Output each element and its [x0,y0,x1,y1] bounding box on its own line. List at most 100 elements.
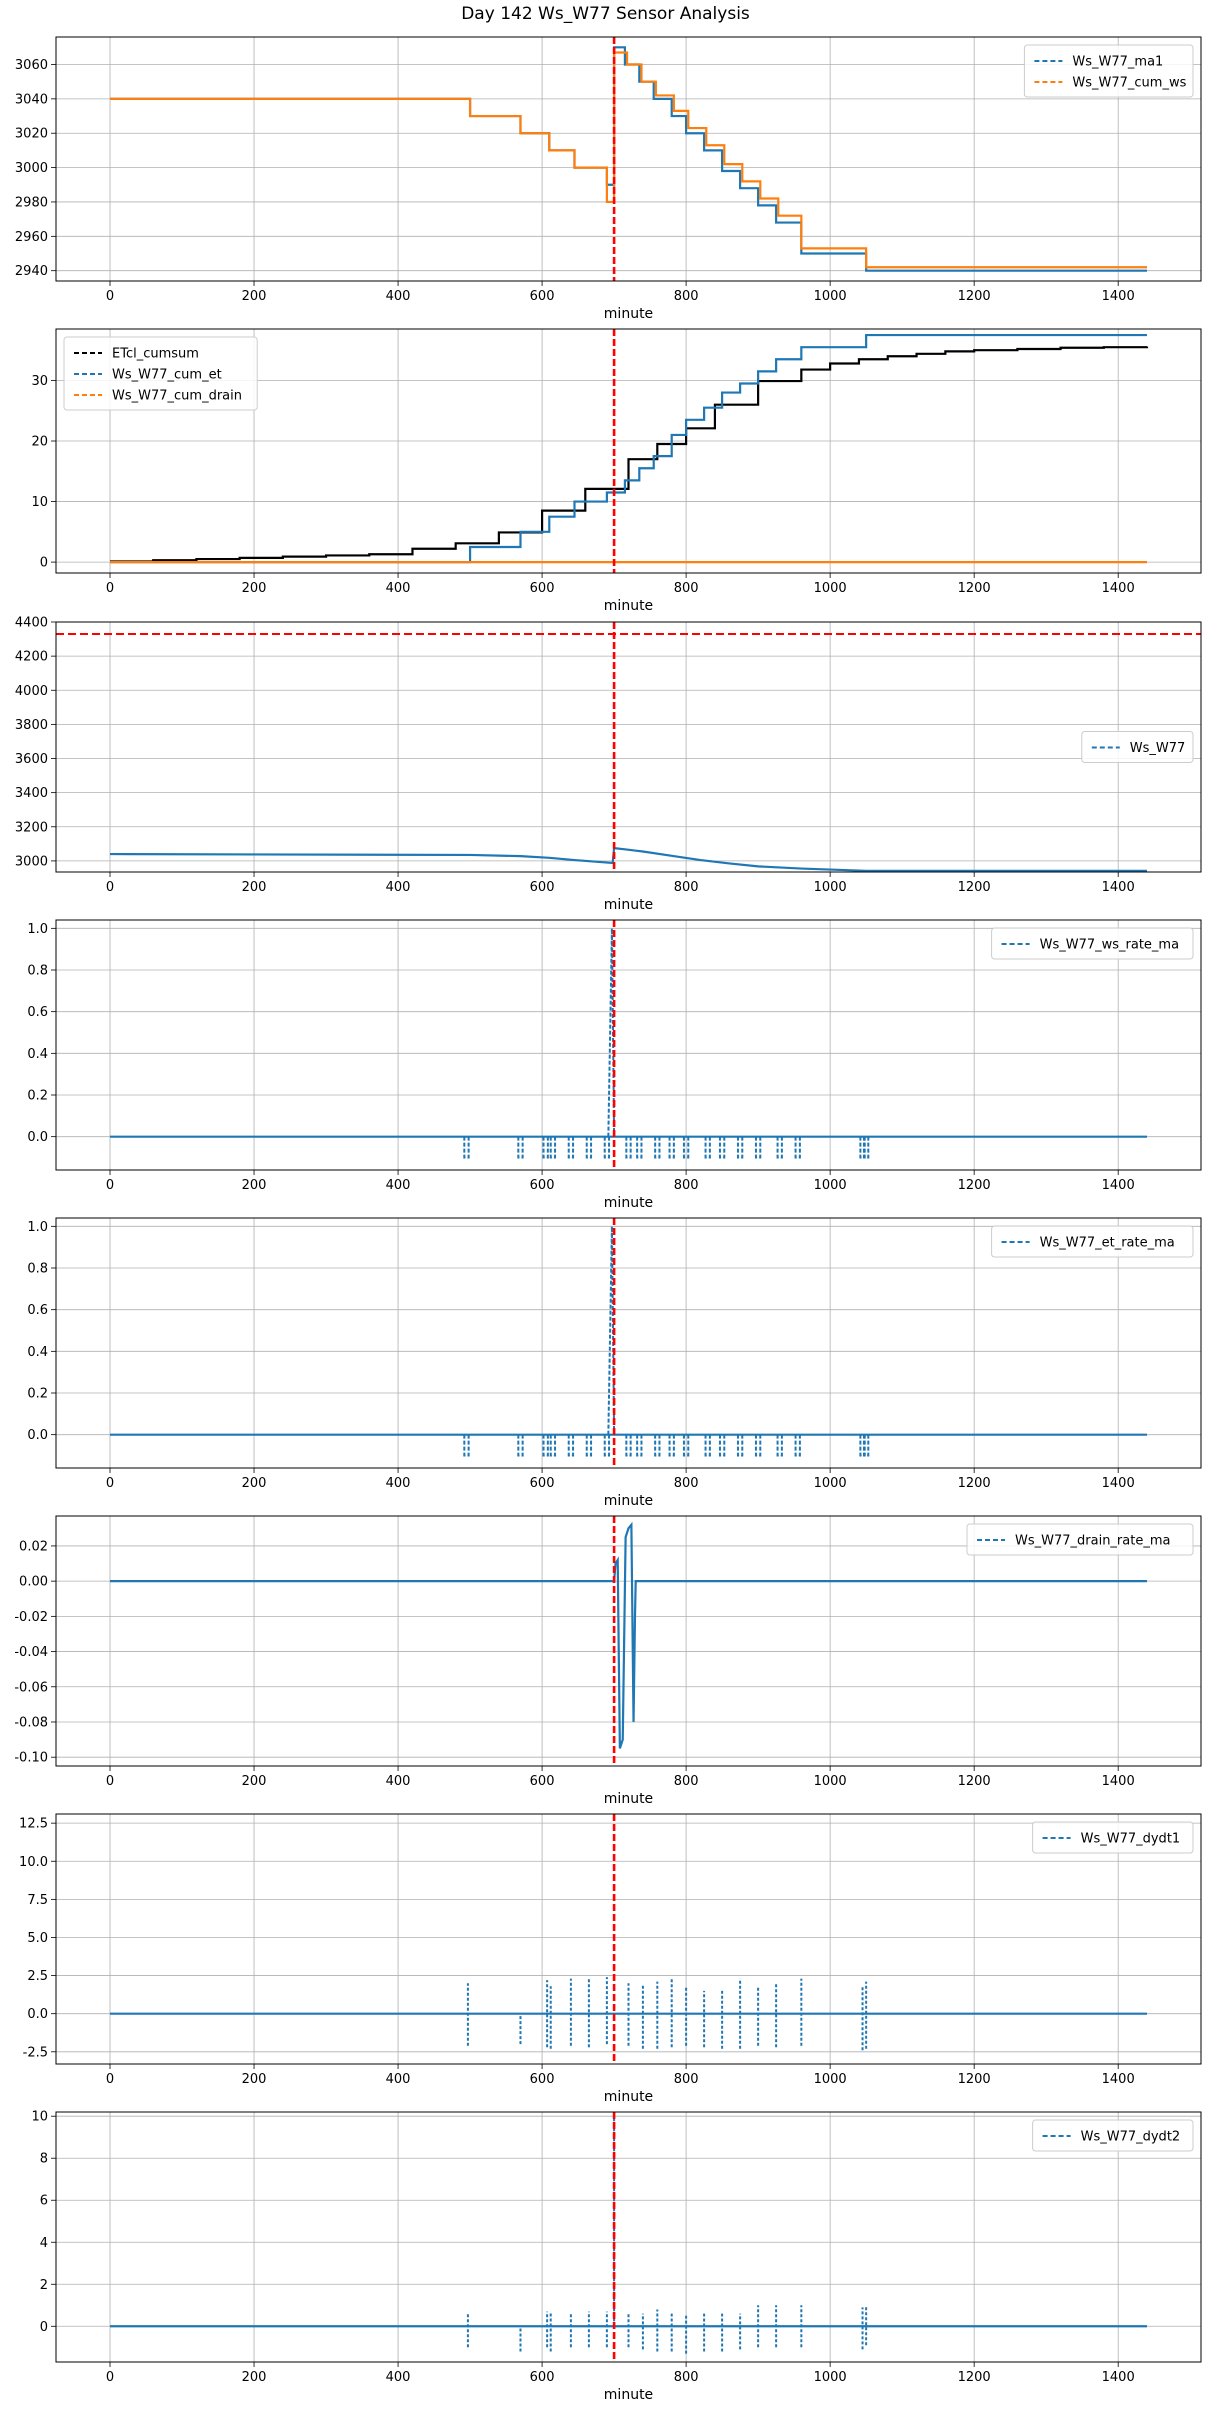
x-tick-label: 800 [674,2072,699,2087]
x-tick-label: 1000 [814,289,847,304]
axes-frame [55,328,1202,574]
panel-8: 0 200 400 600 800 1000 1200 1400 0 2 4 6 8 10 minute Ws… [31,2110,1202,2403]
y-tick-label: 0.02 [19,1539,48,1554]
axes-frame [55,919,1202,1171]
plot-area [56,622,1201,872]
y-tick-label: 3600 [15,752,48,767]
x-tick-label: 800 [674,2370,699,2385]
legend-label: Ws_W77_cum_ws [1072,76,1186,91]
x-tick-label: 200 [242,2072,267,2087]
x-tick-label: 800 [674,880,699,895]
x-tick-label: 1000 [814,1774,847,1789]
x-tick-label: 600 [530,289,555,304]
series-pulse [736,1434,744,1457]
series-line [110,333,1147,564]
y-tick-label: 10.0 [19,1855,48,1870]
x-tick-label: 200 [242,581,267,596]
y-tick-label: 2980 [15,195,48,210]
panel-2: 0 200 400 600 800 1000 1200 1400 0 10 20 30 minute ET… [31,328,1202,614]
y-tick-label: 0.8 [27,964,48,979]
y-tick-label: -0.06 [14,1680,48,1695]
series-pulse [585,1136,593,1159]
legend-box [1081,731,1194,763]
x-tick-label: 400 [386,1178,411,1193]
y-tick-label: 10 [31,2110,48,2125]
y-tick-label: 0.2 [27,1089,48,1104]
x-tick-label: 600 [530,1774,555,1789]
x-tick-label: 200 [242,1476,267,1491]
y-tick-label: 2.5 [27,1969,48,1984]
legend-label: Ws_W77_et_rate_ma [1040,1236,1175,1251]
x-tick-label: 1200 [958,2072,991,2087]
legend: Ws_W77_ma1 Ws_W77_cum_ws [1023,44,1194,98]
legend-label: Ws_W77_cum_et [112,368,222,383]
y-tick-label: -0.04 [14,1645,48,1660]
y-tick-label: 3060 [15,58,48,73]
legend-box [991,927,1194,960]
series-pulse [754,1434,762,1457]
y-tick-label: 0 [40,2320,48,2335]
legend-label: Ws_W77_ws_rate_ma [1040,938,1179,953]
y-tick-label: 4 [40,2236,48,2251]
series-line [110,346,1149,563]
x-tick-label: 600 [530,2072,555,2087]
series-pulse [668,1136,675,1159]
x-tick-label: 800 [674,1774,699,1789]
x-tick-label: 1400 [1102,2370,1135,2385]
x-tick-label: 0 [106,581,114,596]
x-axis-label: minute [604,2387,653,2403]
series-pulse [718,1434,726,1457]
legend-label: Ws_W77_dydt1 [1081,1832,1181,1847]
x-tick-label: 0 [106,289,114,304]
y-tick-label: 2940 [15,264,48,279]
x-axis-label: minute [604,306,653,322]
series-pulse [549,1136,557,1159]
series-pulse [463,1434,470,1457]
plot-area [110,2112,1147,2362]
y-tick-label: 5.0 [27,1931,48,1946]
series-pulse [654,1136,661,1159]
series-pulse [794,1434,801,1457]
panel-4: 0 200 400 600 800 1000 1200 1400 0.0 0.2 0.4 0.6 0.8… [27,919,1202,1211]
y-tick-label: 12.5 [19,1817,48,1832]
x-tick-label: 1400 [1102,581,1135,596]
y-tick-label: 20 [31,435,48,450]
plot-area [110,1218,1147,1468]
axes-frame [55,1813,1202,2065]
x-axis-label: minute [604,1791,653,1807]
y-tick-label: 6 [40,2194,48,2209]
plot-area [110,37,1147,281]
x-axis-label: minute [604,897,653,913]
x-tick-label: 400 [386,2370,411,2385]
y-tick-label: 0.2 [27,1387,48,1402]
y-tick-label: 8 [40,2152,48,2167]
x-tick-label: 200 [242,1178,267,1193]
x-tick-label: 800 [674,581,699,596]
y-tick-label: 2 [40,2278,48,2293]
x-tick-label: 1000 [814,1178,847,1193]
series-pulse [585,1434,593,1457]
plot-area [110,1814,1147,2064]
x-tick-label: 1000 [814,880,847,895]
series-line [110,846,1147,872]
x-tick-label: 0 [106,2370,114,2385]
panel-6: 0 200 400 600 800 1000 1200 1400 -0.10 -0.08 -0.06… [14,1515,1202,1807]
y-tick-label: 2960 [15,230,48,245]
y-tick-label: 4400 [15,616,48,631]
legend: Ws_W77_ws_rate_ma [991,927,1194,960]
legend-label: ETcl_cumsum [112,347,199,362]
panel-5: 0 200 400 600 800 1000 1200 1400 0.0 0.2 0.4 0.6 0.8… [27,1217,1202,1509]
series-pulse [549,1434,557,1457]
y-tick-label: 0.4 [27,1345,48,1360]
x-tick-label: 600 [530,1476,555,1491]
axes-frame [55,2111,1202,2363]
series-pulse [862,1136,870,1159]
legend-box [991,1225,1194,1258]
series-pulse [736,1136,744,1159]
y-tick-label: 0.0 [27,2007,48,2022]
x-tick-label: 800 [674,1178,699,1193]
y-tick-label: 0 [40,556,48,571]
plot-area [110,329,1149,573]
y-tick-label: -2.5 [23,2045,48,2060]
